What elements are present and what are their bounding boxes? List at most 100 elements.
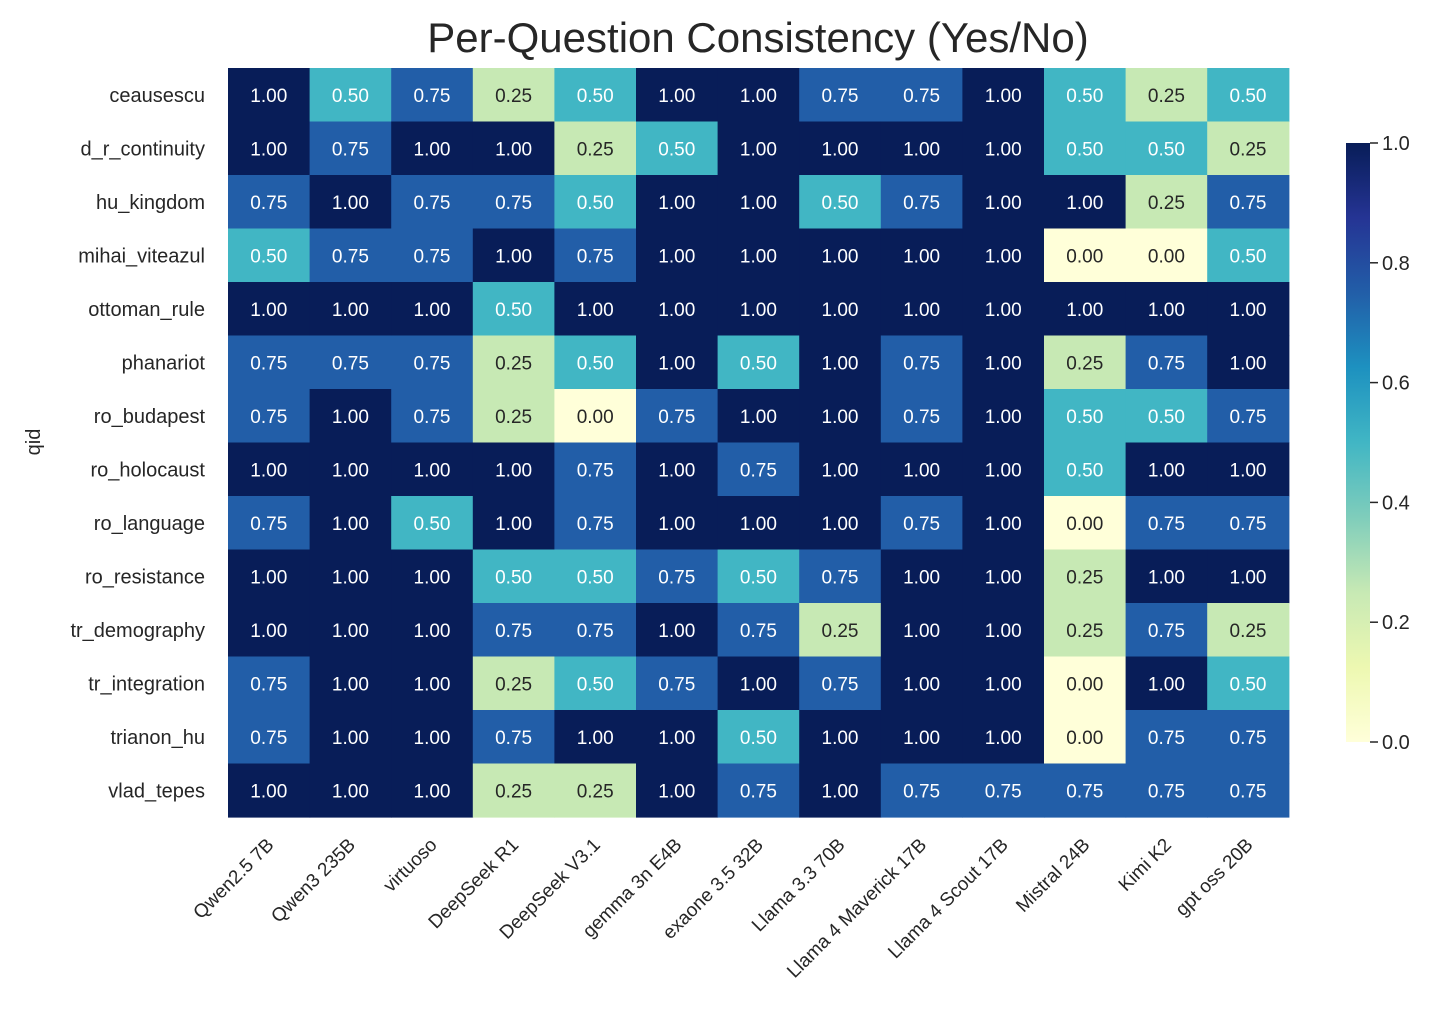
heatmap-cell [554, 175, 637, 230]
row-tick-label: tr_integration [88, 673, 205, 695]
heatmap-cell [636, 121, 719, 176]
cell-value-label: 0.25 [1148, 86, 1185, 107]
heatmap-cell [554, 68, 637, 123]
heatmap-cell [391, 710, 474, 765]
cell-value-label: 1.00 [495, 514, 532, 535]
heatmap-cell [1044, 496, 1127, 551]
cell-value-label: 1.00 [250, 621, 287, 642]
heatmap-cell [228, 335, 311, 390]
heatmap-cell [1125, 175, 1208, 230]
heatmap-cell [880, 282, 963, 337]
heatmap-cell [472, 121, 555, 176]
heatmap-cell [1044, 121, 1127, 176]
heatmap-cell [1125, 603, 1208, 658]
cell-value-label: 0.00 [1066, 674, 1103, 695]
heatmap-cell [636, 335, 719, 390]
cell-value-label: 1.00 [658, 300, 695, 321]
heatmap-cell [636, 549, 719, 604]
cell-value-label: 1.00 [658, 353, 695, 374]
heatmap-cell [1125, 228, 1208, 283]
heatmap-cell [1044, 282, 1127, 337]
heatmap-cell [799, 389, 882, 444]
heatmap-cell [880, 228, 963, 283]
cell-value-label: 1.00 [332, 728, 369, 749]
heatmap-cell [636, 68, 719, 123]
cell-value-label: 1.00 [1230, 567, 1267, 588]
chart-title: Per-Question Consistency (Yes/No) [427, 14, 1088, 61]
cell-value-label: 1.00 [332, 460, 369, 481]
heatmap-cell [309, 549, 392, 604]
cell-value-label: 1.00 [332, 567, 369, 588]
heatmap-cell [391, 68, 474, 123]
heatmap-cell [1044, 228, 1127, 283]
cell-value-label: 1.00 [658, 460, 695, 481]
heatmap-cell [472, 389, 555, 444]
heatmap-cell [472, 68, 555, 123]
heatmap-cell [472, 282, 555, 337]
cell-value-label: 1.00 [985, 728, 1022, 749]
heatmap-cell [636, 442, 719, 497]
column-tick-label: gpt oss 20B [1172, 835, 1258, 921]
heatmap-cell [1125, 282, 1208, 337]
row-tick-label: ro_language [94, 513, 205, 535]
cell-value-label: 0.25 [1066, 353, 1103, 374]
cell-value-label: 1.00 [822, 300, 859, 321]
heatmap-cell [636, 763, 719, 818]
cell-value-label: 0.50 [1230, 246, 1267, 267]
cell-value-label: 1.00 [903, 139, 940, 160]
heatmap-cell [228, 603, 311, 658]
cell-value-label: 0.50 [250, 246, 287, 267]
cell-value-label: 0.75 [903, 407, 940, 428]
heatmap-cell [309, 175, 392, 230]
row-labels: ceausescu d_r_continuity hu_kingdom mihai_v… [70, 85, 228, 802]
row-tick-label: phanariot [122, 352, 206, 374]
heatmap-cell [880, 549, 963, 604]
heatmap-cell [880, 389, 963, 444]
cell-value-label: 0.75 [822, 567, 859, 588]
cell-value-label: 1.00 [740, 514, 777, 535]
heatmap-cell [962, 763, 1045, 818]
heatmap-cell [636, 389, 719, 444]
cell-value-label: 1.00 [250, 86, 287, 107]
heatmap-cell [1125, 121, 1208, 176]
heatmap-cell [309, 442, 392, 497]
heatmap-cell [1044, 389, 1127, 444]
cell-value-label: 0.75 [1148, 728, 1185, 749]
cell-value-label: 0.25 [495, 407, 532, 428]
cell-value-label: 1.00 [740, 246, 777, 267]
heatmap-cell [717, 68, 800, 123]
heatmap-cell [1125, 710, 1208, 765]
cell-value-label: 0.50 [577, 86, 614, 107]
cell-value-label: 1.00 [414, 674, 451, 695]
heatmap-cell [228, 710, 311, 765]
heatmap-cell [228, 282, 311, 337]
heatmap-cell [1207, 68, 1290, 123]
heatmap-cell [391, 442, 474, 497]
cell-value-label: 1.00 [332, 621, 369, 642]
heatmap-cell [228, 121, 311, 176]
heatmap-cell [391, 282, 474, 337]
row-tick-label: tr_demography [70, 620, 205, 642]
heatmap-cell [717, 496, 800, 551]
cell-value-label: 1.00 [903, 460, 940, 481]
heatmap-cell [636, 496, 719, 551]
cell-value-label: 1.00 [1148, 300, 1185, 321]
cell-value-label: 1.00 [903, 567, 940, 588]
cell-value-label: 0.00 [1066, 246, 1103, 267]
cell-value-label: 1.00 [414, 460, 451, 481]
cell-value-label: 0.25 [1230, 621, 1267, 642]
heatmap-cell [717, 603, 800, 658]
cell-value-label: 0.75 [495, 728, 532, 749]
heatmap-cell [880, 335, 963, 390]
heatmap-cell [554, 763, 637, 818]
heatmap-cell [799, 763, 882, 818]
heatmap-cell [636, 656, 719, 711]
cell-value-label: 0.75 [495, 193, 532, 214]
cell-value-label: 0.50 [1066, 460, 1103, 481]
cell-value-label: 1.00 [1148, 674, 1185, 695]
cell-value-label: 1.00 [495, 246, 532, 267]
colorbar-tick-label: 0.2 [1382, 612, 1410, 634]
heatmap-cell [554, 282, 637, 337]
cell-value-label: 0.75 [1230, 514, 1267, 535]
heatmap-cell [962, 442, 1045, 497]
